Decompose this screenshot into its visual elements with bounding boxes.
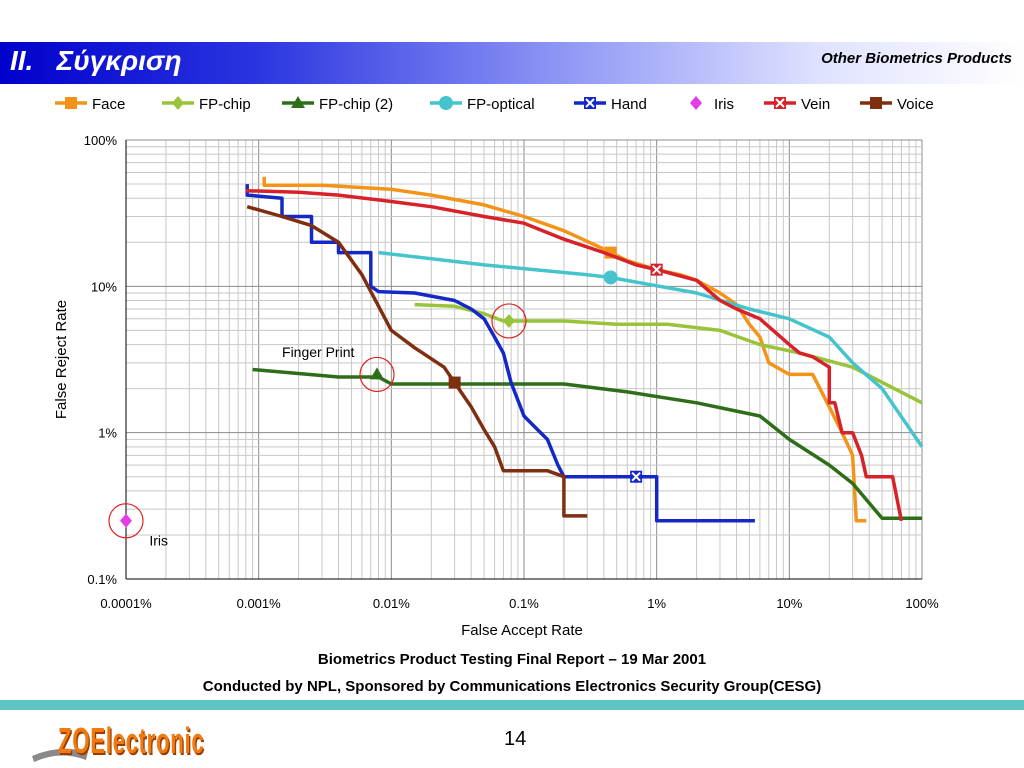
highlight-circle (491, 303, 527, 339)
series-line-fp-optical (378, 250, 924, 448)
y-tick-label: 10% (91, 279, 117, 294)
slide-title: II. Σύγκριση (10, 45, 182, 76)
caption-report: Biometrics Product Testing Final Report … (317, 651, 707, 668)
legend-marker-fp-chip (172, 96, 184, 110)
y-axis-label: False Reject Rate (53, 300, 70, 419)
x-tick-label: 0.01% (373, 596, 410, 611)
x-tick-label: 0.001% (237, 596, 282, 611)
series-marker-voice (448, 376, 461, 389)
legend-marker-hand-cross (585, 98, 595, 108)
footer-bar (0, 700, 1024, 710)
legend-marker-iris (690, 96, 702, 110)
series-marker-hand-cross (631, 472, 641, 482)
series-marker-face (604, 246, 617, 259)
series-marker-fp-chip (502, 313, 515, 328)
y-tick-label: 0.1% (87, 572, 117, 587)
legend-label-vein: Vein (801, 96, 830, 113)
legend-label-fp-optical: FP-optical (467, 96, 535, 113)
section-label: Other Biometrics Products (821, 50, 1012, 67)
legend-label-fp-chip-2: FP-chip (2) (319, 96, 393, 113)
x-tick-label: 1% (647, 596, 666, 611)
series-marker-fp-chip-2 (370, 367, 385, 380)
series-line-vein (245, 188, 904, 522)
legend-label-hand: Hand (611, 96, 647, 113)
legend-label-iris: Iris (714, 96, 734, 113)
highlight-circle (108, 503, 144, 539)
legend-marker-fp-optical (439, 96, 453, 110)
caption-sponsor: Conducted by NPL, Sponsored by Communica… (202, 678, 822, 695)
annotation-label: Finger Print (282, 344, 354, 360)
series-marker-fp-optical (603, 270, 618, 285)
x-tick-label: 100% (905, 596, 939, 611)
x-tick-label: 0.0001% (100, 596, 152, 611)
x-tick-label: 0.1% (509, 596, 539, 611)
legend-label-fp-chip: FP-chip (199, 96, 251, 113)
y-tick-label: 100% (84, 133, 118, 148)
series-marker-vein-cross (651, 264, 662, 275)
biometrics-chart: 0.0001% 0.001% 0.01% 0.1% 1% 10% 100% 0.1% 1% 10%… (53, 96, 939, 639)
legend-marker-voice (870, 97, 882, 109)
title-bar: II. Σύγκριση Other Biometrics Products (0, 42, 1024, 84)
legend-marker-fp-chip-2 (291, 96, 305, 108)
logo-text: ZOElectronic (58, 720, 205, 761)
legend-marker-vein-cross (775, 98, 785, 108)
highlight-circle (359, 356, 395, 393)
company-logo: ZOElectronic (30, 716, 230, 768)
logo-swoosh-icon (32, 748, 88, 762)
series-marker-iris (120, 513, 132, 528)
page-number: 14 (504, 728, 527, 750)
x-tick-label: 10% (776, 596, 802, 611)
legend-marker-face (65, 97, 77, 109)
legend-label-voice: Voice (897, 96, 934, 113)
x-axis-label: False Accept Rate (461, 622, 583, 639)
legend-label-face: Face (92, 96, 125, 113)
annotation-label: Iris (149, 532, 168, 548)
y-tick-label: 1% (98, 426, 117, 441)
